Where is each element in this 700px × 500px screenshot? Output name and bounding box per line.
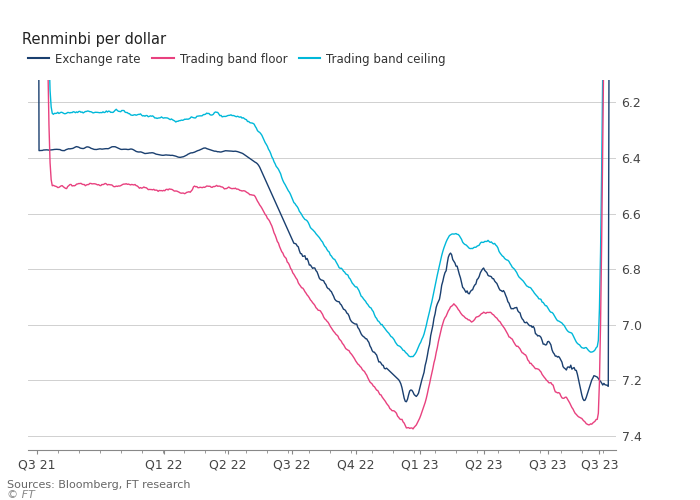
Text: Renminbi per dollar: Renminbi per dollar bbox=[22, 32, 166, 47]
Text: © FT: © FT bbox=[7, 490, 35, 500]
Legend: Exchange rate, Trading band floor, Trading band ceiling: Exchange rate, Trading band floor, Tradi… bbox=[28, 52, 446, 66]
Text: Sources: Bloomberg, FT research: Sources: Bloomberg, FT research bbox=[7, 480, 190, 490]
